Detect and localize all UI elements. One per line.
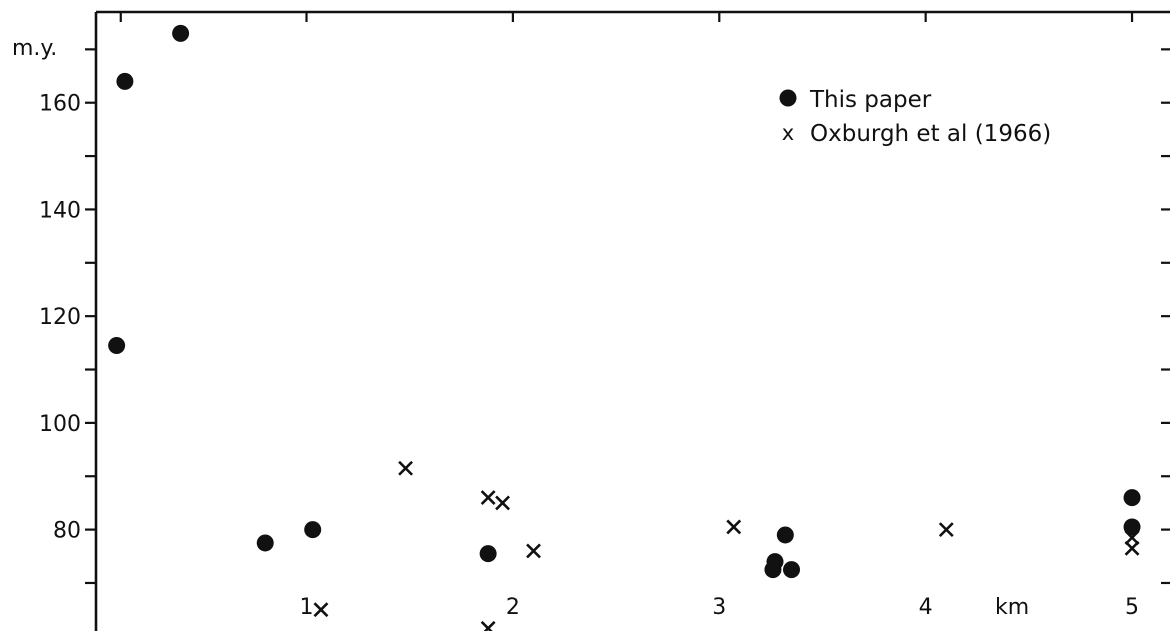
x-tick-label: 5 xyxy=(1125,595,1139,620)
data-point-this-paper xyxy=(776,526,794,544)
data-point-this-paper xyxy=(1123,518,1141,536)
x-marker-stroke xyxy=(398,460,413,476)
x-tick-label: 4 xyxy=(919,595,933,620)
y-tick-label: 100 xyxy=(39,412,81,437)
data-point-this-paper xyxy=(108,337,126,355)
x-marker-stroke xyxy=(313,602,329,618)
data-point-this-paper xyxy=(172,24,190,42)
x-marker-stroke xyxy=(483,620,496,631)
data-point-this-paper xyxy=(766,553,784,571)
y-tick-label: 80 xyxy=(53,519,81,544)
data-point-oxburgh xyxy=(938,522,954,538)
x-marker-stroke xyxy=(726,519,742,535)
x-tick-label: 3 xyxy=(712,595,726,620)
data-point-this-paper xyxy=(304,521,322,539)
data-point-oxburgh xyxy=(726,519,742,535)
data-point-this-paper xyxy=(256,534,274,552)
x-marker-stroke xyxy=(938,522,954,538)
data-point-oxburgh xyxy=(495,495,510,511)
data-point-oxburgh xyxy=(1124,530,1140,546)
x-marker-stroke xyxy=(495,495,510,511)
legend-marker-this-paper xyxy=(779,89,797,107)
x-marker-stroke xyxy=(1124,530,1140,546)
data-point-oxburgh xyxy=(480,490,496,506)
data-point-this-paper xyxy=(1123,489,1141,507)
legend-label: Oxburgh et al (1966) xyxy=(810,121,1051,147)
data-point-this-paper xyxy=(116,72,134,90)
data-point-this-paper xyxy=(479,545,497,563)
x-marker-stroke xyxy=(1124,540,1140,556)
x-marker-stroke xyxy=(480,490,496,506)
data-point-oxburgh xyxy=(313,602,329,618)
x-tick-label: 1 xyxy=(300,595,314,620)
legend-label: This paper xyxy=(809,87,932,113)
x-marker-stroke xyxy=(526,543,541,559)
data-point-oxburgh xyxy=(398,460,413,476)
x-axis-label: km xyxy=(995,595,1029,620)
data-point-oxburgh xyxy=(480,620,496,631)
legend-marker-oxburgh: x xyxy=(782,121,794,145)
data-point-this-paper xyxy=(783,561,801,579)
y-tick-label: 120 xyxy=(39,305,81,330)
x-tick-label: 2 xyxy=(506,595,520,620)
data-point-oxburgh xyxy=(1124,540,1140,556)
y-tick-label: 140 xyxy=(39,198,81,223)
data-point-oxburgh xyxy=(526,543,541,559)
y-axis-label: m.y. xyxy=(12,36,57,61)
y-tick-label: 160 xyxy=(39,92,81,117)
